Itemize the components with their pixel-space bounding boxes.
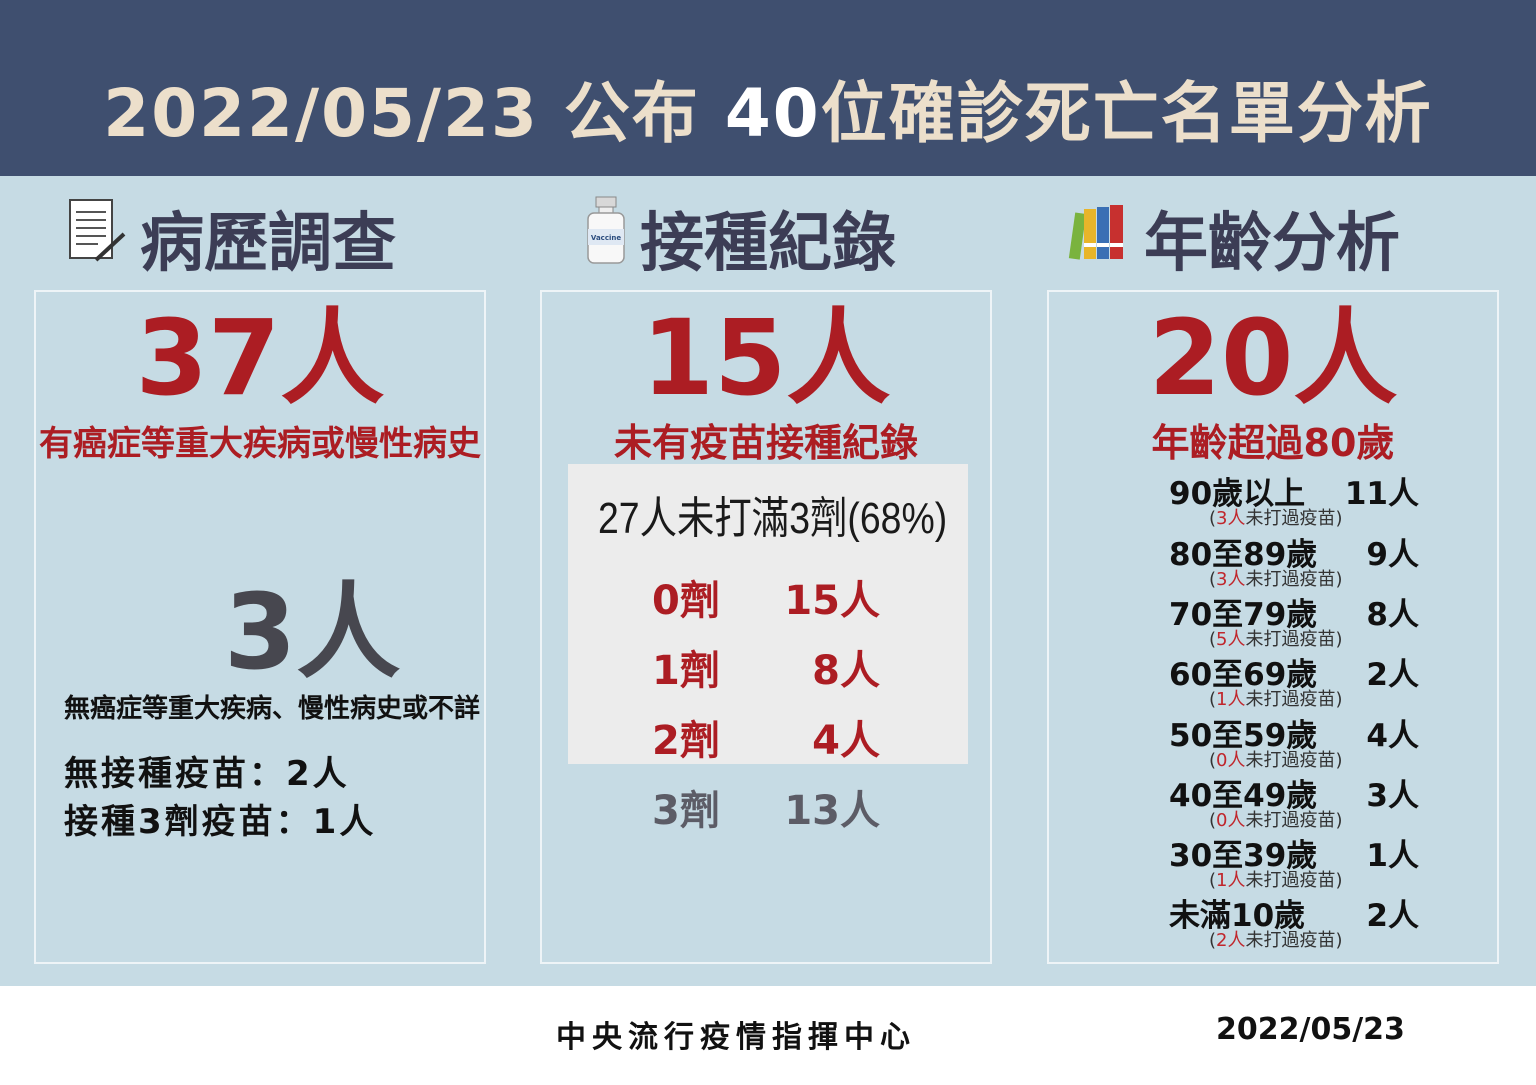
age-value: 4人	[1366, 718, 1419, 754]
unvaccinated-count: 1人	[1216, 689, 1246, 710]
section-age: 年齡分析	[1066, 198, 1400, 281]
unvaccinated-count: 3人	[1216, 508, 1246, 529]
age-label: 80至89歲	[1169, 537, 1318, 573]
age-label: 30至39歲	[1169, 838, 1318, 874]
vaccine-label: Vaccine	[591, 234, 621, 242]
section-medical-history: 病歷調查	[66, 196, 396, 281]
age-panel: 20人 年齡超過80歲 90歲以上 11人 (3人未打過疫苗) 80至89歲 9…	[1047, 290, 1499, 964]
age-value: 2人	[1366, 657, 1419, 693]
note-suffix: 未打過疫苗	[1245, 810, 1336, 831]
note-suffix: 未打過疫苗	[1245, 689, 1336, 710]
age-unvaccinated-note: (1人未打過疫苗)	[1209, 870, 1343, 891]
title-rest: 位確診死亡名單分析	[820, 75, 1433, 152]
unvaccinated-count: 1人	[1216, 870, 1246, 891]
note-suffix: 未打過疫苗	[1245, 629, 1336, 650]
age-row: 60至69歲 2人 (1人未打過疫苗)	[1169, 649, 1419, 710]
dose-breakdown-box: 27人未打滿3劑(68%)	[568, 464, 968, 764]
note-suffix: 未打過疫苗	[1245, 569, 1336, 590]
age-row: 40至49歲 3人 (0人未打過疫苗)	[1169, 770, 1419, 831]
document-icon	[66, 196, 128, 280]
note-suffix: 未打過疫苗	[1245, 508, 1336, 529]
dose-value: 4人	[812, 718, 880, 764]
dose-value: 13人	[784, 788, 880, 834]
age-label: 90歲以上	[1169, 476, 1306, 512]
age-row: 50至59歲 4人 (0人未打過疫苗)	[1169, 710, 1419, 771]
header-banner: 2022/05/23 公布 40位確診死亡名單分析	[0, 0, 1536, 176]
dose-label: 2劑	[652, 718, 720, 764]
dose-row: 3劑 13人	[652, 778, 880, 834]
vaccination-panel: 15人 未有疫苗接種紀錄 27人未打滿3劑(68%) 0劑 15人 1劑 8人 …	[540, 290, 992, 964]
age-value: 9人	[1366, 537, 1419, 573]
title-count: 40	[724, 75, 821, 152]
dose-value: 15人	[784, 578, 880, 624]
unvaccinated-count: 0人	[1216, 810, 1246, 831]
over-80-desc: 年齡超過80歲	[1151, 421, 1395, 465]
section-vaccination: Vaccine 接種紀錄	[584, 195, 896, 281]
dose-label: 3劑	[652, 788, 720, 834]
age-value: 8人	[1366, 597, 1419, 633]
age-unvaccinated-note: (2人未打過疫苗)	[1209, 930, 1343, 951]
note-suffix: 未打過疫苗	[1245, 750, 1336, 771]
vaccine-bottle-icon: Vaccine	[584, 195, 628, 281]
section-title: 年齡分析	[1144, 207, 1400, 281]
medical-history-panel: 37人 有癌症等重大疾病或慢性病史 3人 無癌症等重大疾病、慢性病史或不詳 無接…	[34, 290, 486, 964]
unvaccinated-count: 15人	[641, 297, 891, 419]
incomplete-dose-summary: 27人未打滿3劑(68%)	[598, 494, 948, 543]
age-label: 40至49歲	[1169, 778, 1318, 814]
age-value: 3人	[1366, 778, 1419, 814]
age-label: 50至59歲	[1169, 718, 1318, 754]
age-unvaccinated-note: (1人未打過疫苗)	[1209, 689, 1343, 710]
section-title: 病歷調查	[140, 207, 396, 281]
unvaccinated-count: 2人	[1216, 930, 1246, 951]
age-value: 11人	[1344, 476, 1419, 512]
age-unvaccinated-note: (5人未打過疫苗)	[1209, 629, 1343, 650]
age-label: 未滿10歲	[1169, 898, 1306, 934]
dose-value: 8人	[812, 648, 880, 694]
dose-row: 0劑 15人	[652, 568, 880, 624]
unvaccinated-desc: 未有疫苗接種紀錄	[613, 421, 918, 465]
page-title: 2022/05/23 公布 40位確診死亡名單分析	[0, 60, 1536, 156]
age-row: 未滿10歲 2人 (2人未打過疫苗)	[1169, 890, 1419, 951]
note-suffix: 未打過疫苗	[1245, 930, 1336, 951]
dose-row: 1劑 8人	[652, 638, 880, 694]
dose-row: 2劑 4人	[652, 708, 880, 764]
unvaccinated-count: 3人	[1216, 569, 1246, 590]
dose-label: 1劑	[652, 648, 720, 694]
age-row: 30至39歲 1人 (1人未打過疫苗)	[1169, 830, 1419, 891]
age-label: 60至69歲	[1169, 657, 1318, 693]
age-value: 1人	[1366, 838, 1419, 874]
age-unvaccinated-note: (0人未打過疫苗)	[1209, 750, 1343, 771]
footer-date: 2022/05/23	[1216, 1012, 1405, 1047]
three-dose-line: 接種3劑疫苗：1人	[64, 802, 377, 842]
age-unvaccinated-note: (0人未打過疫苗)	[1209, 810, 1343, 831]
unvaccinated-line: 無接種疫苗：2人	[64, 754, 350, 794]
age-unvaccinated-note: (3人未打過疫苗)	[1209, 508, 1343, 529]
age-value: 2人	[1366, 898, 1419, 934]
chronic-count: 37人	[135, 297, 385, 419]
no-chronic-count: 3人	[224, 571, 401, 693]
age-row: 70至79歲 8人 (5人未打過疫苗)	[1169, 589, 1419, 650]
unvaccinated-count: 5人	[1216, 629, 1246, 650]
chronic-desc: 有癌症等重大疾病或慢性病史	[39, 424, 481, 464]
section-title: 接種紀錄	[640, 207, 896, 281]
title-date: 2022/05/23	[103, 75, 539, 152]
no-chronic-desc: 無癌症等重大疾病、慢性病史或不詳	[64, 694, 481, 724]
age-row: 80至89歲 9人 (3人未打過疫苗)	[1169, 529, 1419, 590]
title-publish: 公布	[563, 75, 700, 152]
books-icon	[1066, 199, 1132, 277]
footer-organization: 中央流行疫情指揮中心	[556, 1020, 916, 1055]
dose-label: 0劑	[652, 578, 720, 624]
age-label: 70至79歲	[1169, 597, 1318, 633]
over-80-count: 20人	[1148, 297, 1398, 419]
unvaccinated-count: 0人	[1216, 750, 1246, 771]
age-unvaccinated-note: (3人未打過疫苗)	[1209, 569, 1343, 590]
age-row: 90歲以上 11人 (3人未打過疫苗)	[1169, 468, 1419, 529]
note-suffix: 未打過疫苗	[1245, 870, 1336, 891]
